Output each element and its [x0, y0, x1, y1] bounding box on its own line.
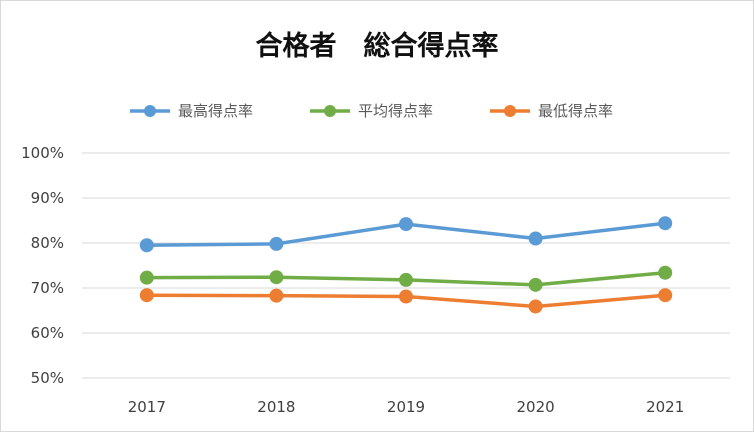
- y-tick-label: 50%: [31, 369, 64, 387]
- series-group: [139, 288, 673, 314]
- data-point: [528, 231, 543, 246]
- data-point: [399, 217, 413, 232]
- legend-item: 最高得点率: [130, 102, 253, 120]
- gridlines: [82, 152, 730, 379]
- data-point: [269, 236, 284, 251]
- legend-marker-icon: [144, 105, 156, 117]
- legend-label: 最低得点率: [538, 102, 613, 120]
- series-layer: [139, 216, 673, 314]
- data-point: [139, 288, 154, 303]
- data-point: [658, 288, 673, 303]
- x-axis-ticks: 2017 2018 2019 2020 2021: [128, 398, 685, 416]
- x-tick-label: 2020: [517, 398, 555, 416]
- x-tick-label: 2021: [646, 398, 684, 416]
- chart-title: 合格者 総合得点率: [256, 30, 499, 62]
- legend-marker-icon: [324, 105, 336, 117]
- data-point: [399, 289, 413, 304]
- legend-marker-icon: [504, 105, 516, 117]
- legend: 最高得点率 平均得点率 最低得点率: [130, 102, 613, 120]
- y-axis-ticks: 50% 60% 70% 80% 90% 100%: [21, 144, 64, 387]
- data-point: [658, 216, 673, 231]
- data-point: [139, 270, 154, 285]
- x-tick-label: 2019: [387, 398, 425, 416]
- legend-item: 平均得点率: [310, 102, 433, 120]
- data-point: [269, 270, 284, 285]
- legend-label: 最高得点率: [178, 102, 253, 120]
- series-group: [139, 265, 673, 292]
- data-point: [399, 272, 413, 287]
- data-point: [269, 288, 284, 303]
- legend-item: 最低得点率: [490, 102, 613, 120]
- y-tick-label: 80%: [31, 234, 64, 252]
- data-point: [528, 299, 543, 314]
- y-tick-label: 60%: [31, 324, 64, 342]
- data-point: [139, 238, 154, 253]
- y-tick-label: 100%: [21, 144, 64, 162]
- data-point: [658, 265, 673, 280]
- x-tick-label: 2017: [128, 398, 166, 416]
- legend-label: 平均得点率: [358, 102, 433, 120]
- y-tick-label: 70%: [31, 279, 64, 297]
- series-group: [139, 216, 673, 253]
- y-tick-label: 90%: [31, 189, 64, 207]
- data-point: [528, 277, 543, 292]
- x-tick-label: 2018: [257, 398, 295, 416]
